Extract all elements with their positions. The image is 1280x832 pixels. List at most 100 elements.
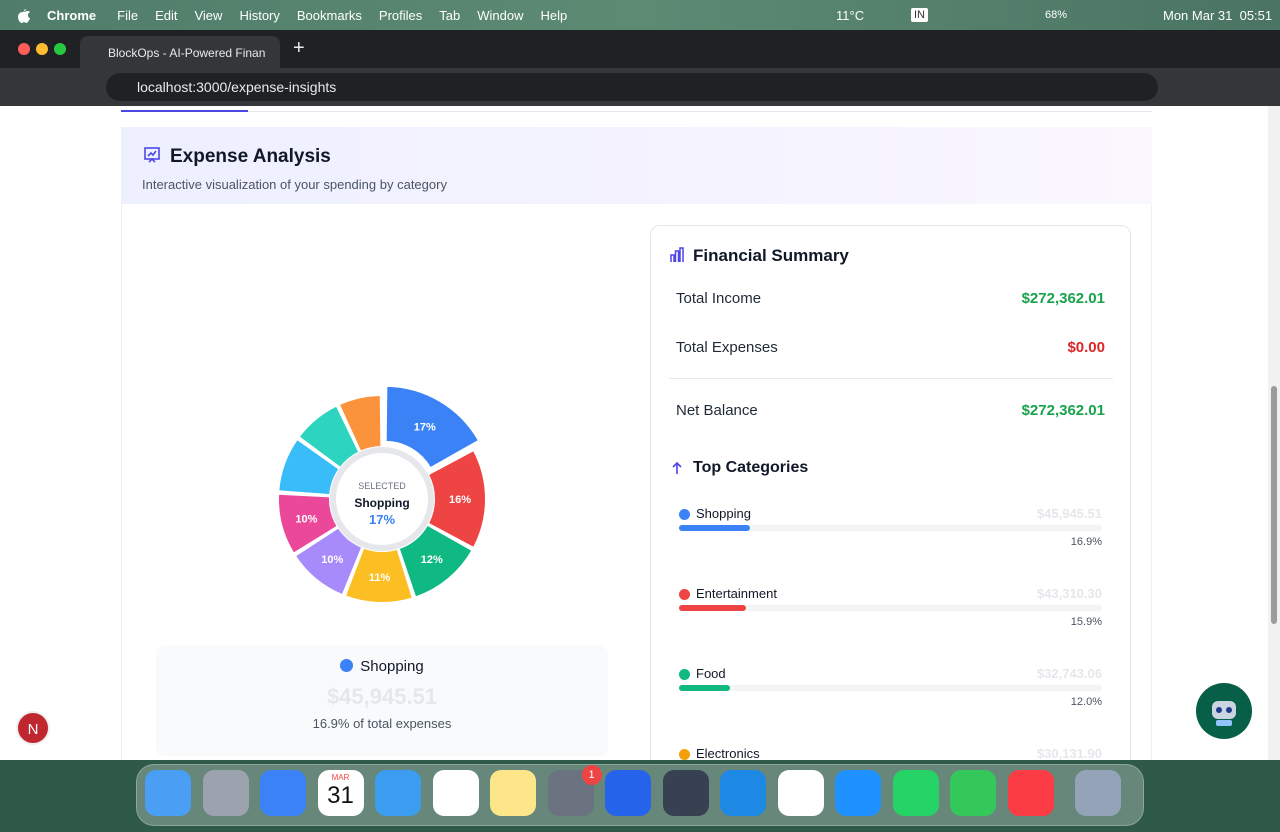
summary-label: Total Income [676,290,762,307]
tab[interactable]: BlockOps - AI-Powered Finan [80,36,280,68]
address-bar[interactable]: localhost:3000/expense-insights [106,73,1158,101]
dock-icon[interactable] [720,770,766,816]
top-categories-title: Top Categories [693,459,809,476]
category-amount: $43,310.30 [1036,586,1102,601]
scrollbar [1268,106,1280,760]
dock-icon[interactable] [202,770,249,816]
section-subtitle: Interactive visualization of your spendi… [142,177,447,192]
dock-icon[interactable]: MAR 31 [317,770,364,816]
category-percent: 15.9% [1070,616,1102,628]
zoom-window[interactable] [54,43,66,55]
category-dot [679,589,690,600]
segment-label: 10% [295,513,317,525]
minimize-window[interactable] [36,43,48,55]
dock-icon[interactable] [260,770,306,816]
dock-icon[interactable]: 1 [547,765,602,816]
center-disc [336,453,428,545]
tab-underline [121,106,1152,112]
category-amount: $32,743.06 [1036,666,1102,681]
menu-item[interactable]: View [194,8,223,23]
robot-icon [1212,701,1236,726]
progress-bar [679,685,730,691]
category-dot [679,509,690,520]
divider [669,378,1113,379]
menu-item[interactable]: Profiles [378,8,423,23]
dock-icon[interactable] [605,770,651,816]
notification-badge: 1 [581,765,602,785]
clock: Mon Mar 31 05:51 [1163,8,1273,23]
dock-icon[interactable] [662,770,709,816]
donut-chart: 17% 16% 12% 11% 10% 10% SELECTED Shopping 17% [277,384,487,604]
selected-amount: $45,945.51 [326,684,438,709]
summary-icon [670,247,684,262]
selected-name-row: Shopping [156,658,608,675]
category-amount: $30,131.90 [1036,746,1102,760]
menu-items: Chrome File Edit View History Bookmarks Profil… [47,8,567,23]
dock-icon[interactable] [490,770,536,816]
close-window[interactable] [18,43,30,55]
menu-item[interactable]: Edit [155,8,178,23]
menu-item[interactable]: File [117,8,139,23]
dock-icon[interactable] [892,770,939,816]
page-content: Expense Analysis Interactive visualizati… [0,106,1280,760]
progress-track [679,525,1102,531]
new-tab[interactable]: + [293,37,305,59]
section-title: Expense Analysis [170,146,331,167]
progress-track [679,605,1102,611]
menu-item[interactable]: History [239,8,280,23]
summary-value: $0.00 [1067,339,1105,356]
scroll-thumb[interactable] [1271,386,1277,624]
category-name: Food [696,666,726,681]
card-body [121,204,1152,760]
menu-bar: Chrome File Edit View History Bookmarks Profil… [0,0,1280,30]
financial-summary: Financial Summary Top Categories Total I… [650,225,1131,760]
apple-logo [18,9,30,23]
menu-item[interactable]: Tab [439,8,461,23]
segment-label: 11% [369,572,391,584]
menu-item[interactable]: Help [540,8,568,23]
weather: 11°C [836,8,865,23]
dock: MAR 31 1 [136,764,1144,826]
selected-category: Shopping $45,945.51 16.9% of total expen… [156,646,608,756]
donut-segment [384,384,481,470]
category-name: Electronics [696,746,760,760]
dev-avatar[interactable]: N [16,711,50,745]
segment-label: 10% [321,554,343,566]
battery: 68% [1045,9,1068,21]
menu-item[interactable]: Window [477,8,524,23]
tab-title: BlockOps - AI-Powered Finan [108,46,266,60]
dock-icon[interactable] [1075,770,1121,816]
summary-label: Total Expenses [676,339,778,356]
app-menu: Chrome [47,8,97,23]
category-dot [679,749,690,760]
category-name: Entertainment [696,586,777,601]
dock-icon[interactable] [1007,770,1054,816]
dock-icon[interactable] [145,770,191,816]
center-caption: SELECTED [358,481,406,491]
category-percent: 12.0% [1070,696,1102,708]
center-name: Shopping [354,496,409,510]
chart-icon [144,147,160,163]
category-dot [679,669,690,680]
category-amount: $45,945.51 [1036,506,1102,521]
category-percent: 16.9% [1070,536,1102,548]
segment-label: 16% [449,494,471,506]
progress-bar [679,525,751,531]
dock-icon[interactable] [375,770,421,816]
selected-name: Shopping [360,658,424,675]
up-arrow [672,461,682,474]
dock-icon[interactable] [835,770,881,816]
chatbot-button[interactable] [1196,683,1252,739]
dock-icon[interactable] [950,770,996,816]
menu-item[interactable]: Bookmarks [296,8,362,23]
category-name: Shopping [696,506,751,521]
summary-value: $272,362.01 [1021,290,1105,307]
dock-icon[interactable] [432,770,479,816]
summary-value: $272,362.01 [1021,402,1105,419]
summary-label: Net Balance [676,402,758,419]
dock-icon[interactable] [777,770,824,816]
input-source[interactable]: IN [911,8,928,22]
selected-note: 16.9% of total expenses [312,716,452,731]
progress-track [679,685,1102,691]
